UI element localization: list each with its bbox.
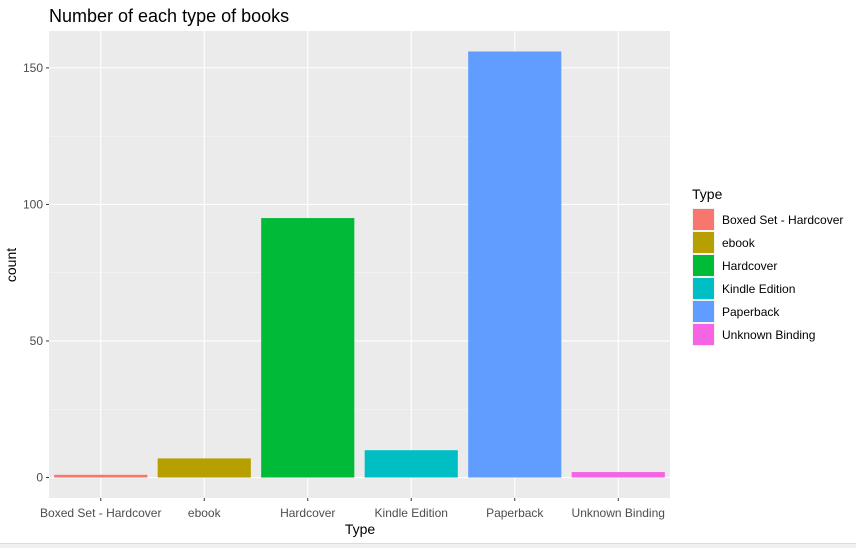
legend-items: Boxed Set - Hardcover ebook Hardcover Kindl… [692, 208, 843, 346]
legend-swatch [693, 301, 714, 322]
bar [364, 450, 458, 478]
legend-label: Unknown Binding [722, 328, 815, 342]
x-tick-label: Paperback [486, 506, 544, 520]
bar [571, 472, 665, 478]
legend-label: Paperback [722, 305, 780, 319]
legend-label: Boxed Set - Hardcover [722, 213, 843, 227]
legend-swatch [693, 324, 714, 345]
legend-swatch [693, 255, 714, 276]
window-bottom-strip [0, 543, 856, 548]
chart-title: Number of each type of books [49, 6, 289, 26]
bar [157, 458, 251, 478]
x-tick-label: Hardcover [280, 506, 335, 520]
bars [54, 51, 665, 478]
y-axis: 0 50 100 150 [23, 61, 49, 485]
x-tick-label: Kindle Edition [375, 506, 448, 520]
x-axis-label: Type [345, 521, 376, 537]
y-tick-label: 150 [23, 61, 43, 75]
y-axis-label: count [3, 248, 19, 282]
x-tick-label: Boxed Set - Hardcover [40, 506, 161, 520]
bar [54, 474, 148, 478]
y-tick-label: 0 [36, 471, 43, 485]
legend-swatch [693, 232, 714, 253]
y-tick-label: 50 [30, 334, 44, 348]
bar [261, 218, 355, 478]
bar [468, 51, 562, 478]
legend: Type Boxed Set - Hardcover ebook Hardcover… [692, 186, 843, 346]
legend-label: Hardcover [722, 259, 777, 273]
x-tick-label: Unknown Binding [572, 506, 665, 520]
legend-swatch [693, 278, 714, 299]
x-axis: Boxed Set - Hardcover ebook Hardcover Kindl… [40, 498, 665, 520]
legend-title: Type [692, 186, 723, 202]
plot-panel [49, 31, 670, 498]
x-tick-label: ebook [188, 506, 222, 520]
legend-label: ebook [722, 236, 756, 250]
legend-label: Kindle Edition [722, 282, 795, 296]
minor-gridlines [49, 135, 670, 410]
y-tick-label: 100 [23, 197, 43, 211]
legend-swatch [693, 209, 714, 230]
